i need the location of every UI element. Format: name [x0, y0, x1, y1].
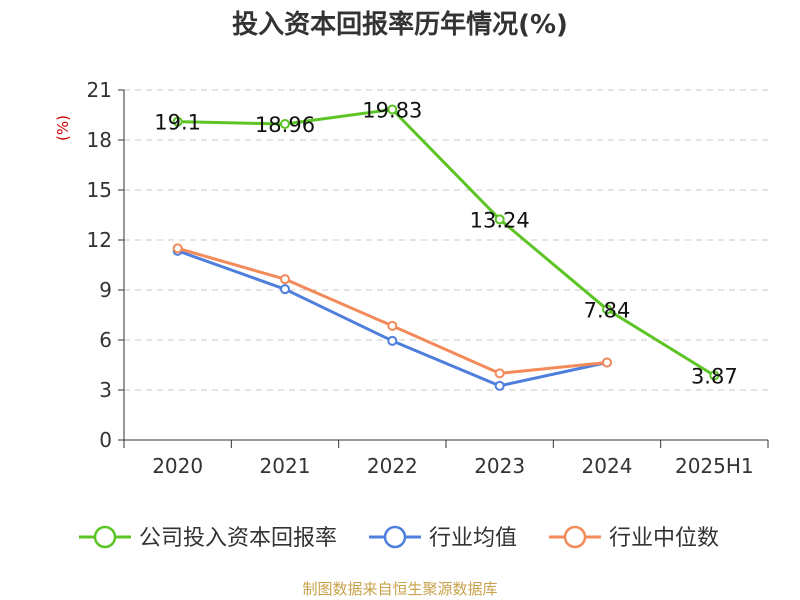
y-tick-label: 12 — [87, 228, 112, 252]
gridlines — [124, 89, 768, 391]
axes: 0 3 6 9 12 15 18 21 2020 2021 2022 2023 2024 2025H1 — [87, 78, 769, 478]
data-label: 19.83 — [362, 99, 422, 123]
y-tick-label: 9 — [99, 278, 112, 302]
series-line — [177, 108, 716, 377]
data-point — [494, 214, 505, 225]
data-point — [709, 370, 720, 381]
series-2 — [172, 243, 612, 379]
data-label: 3.87 — [691, 365, 738, 389]
series-line — [177, 246, 608, 375]
data-point — [494, 368, 505, 379]
data-label: 18.96 — [255, 113, 315, 137]
data-point — [172, 116, 183, 127]
data-point — [494, 380, 505, 391]
data-label: 7.84 — [584, 298, 631, 322]
legend-item-1[interactable]: 行业均值 — [369, 525, 517, 551]
data-point — [602, 304, 612, 315]
series-line — [177, 249, 608, 388]
y-tick-label: 18 — [87, 128, 112, 152]
data-point — [387, 335, 398, 346]
data-point — [280, 274, 290, 285]
y-tick-label: 3 — [99, 378, 112, 402]
y-tick-label: 0 — [99, 428, 112, 452]
legend-marker — [383, 525, 407, 549]
chart-title: 投入资本回报率历年情况(%) — [232, 10, 568, 40]
y-tick-label: 6 — [99, 328, 112, 352]
y-axis-label: (%) — [54, 115, 72, 141]
legend: 公司投入资本回报率 行业均值 行业中位数 — [79, 525, 719, 551]
x-tick-label: 2024 — [582, 454, 633, 478]
data-point — [280, 119, 290, 129]
series — [172, 104, 720, 391]
series-0 — [172, 104, 720, 381]
legend-label: 行业中位数 — [609, 526, 719, 551]
x-tick-label: 2021 — [260, 454, 311, 478]
data-point — [387, 320, 398, 331]
source-note: 制图数据来自恒生聚源数据库 — [302, 580, 498, 598]
x-tick-label: 2020 — [152, 454, 203, 478]
y-tick-label: 15 — [87, 178, 112, 202]
data-point — [172, 243, 183, 254]
legend-label: 公司投入资本回报率 — [139, 526, 337, 551]
x-tick-label: 2022 — [367, 454, 418, 478]
x-tick-label: 2025H1 — [675, 454, 754, 478]
legend-item-0[interactable]: 公司投入资本回报率 — [79, 525, 337, 551]
data-label: 19.1 — [154, 111, 201, 135]
legend-marker — [93, 525, 117, 549]
data-point — [387, 104, 398, 115]
data-label: 13.24 — [470, 208, 530, 232]
legend-item-2[interactable]: 行业中位数 — [549, 525, 719, 551]
legend-marker — [563, 525, 587, 549]
data-point — [602, 357, 612, 368]
data-point — [280, 284, 290, 295]
data-labels: 19.1 18.96 19.83 13.24 7.84 3.87 — [154, 99, 737, 389]
x-tick-label: 2023 — [474, 454, 525, 478]
y-tick-label: 21 — [87, 78, 112, 102]
legend-label: 行业均值 — [429, 526, 517, 551]
